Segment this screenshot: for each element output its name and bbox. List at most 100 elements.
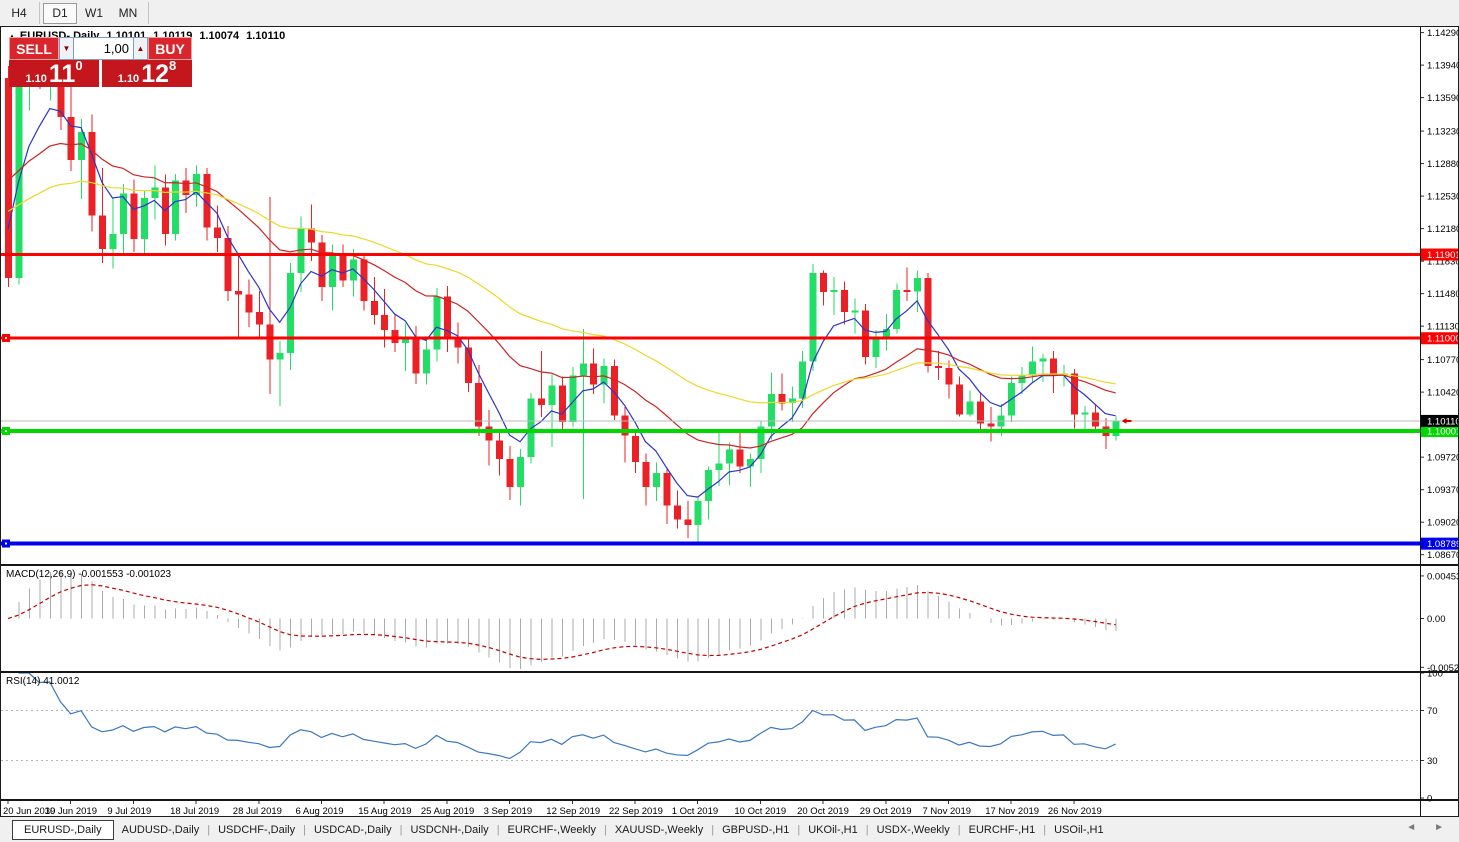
svg-text:10 Oct 2019: 10 Oct 2019 [734,806,786,816]
tab-scroll-left-icon[interactable]: ◄ [1406,822,1417,833]
svg-text:1.13230: 1.13230 [1427,127,1458,138]
svg-text:1.13590: 1.13590 [1427,93,1458,104]
timeframe-w1-button[interactable]: W1 [77,3,111,24]
svg-text:30: 30 [1427,756,1438,767]
tab-scroll-right-icon[interactable]: ► [1434,822,1444,833]
svg-text:28 Jul 2019: 28 Jul 2019 [233,806,282,816]
svg-text:1.09370: 1.09370 [1427,485,1458,496]
svg-text:29 Oct 2019: 29 Oct 2019 [860,806,912,816]
collapse-triangle-icon[interactable]: ▲ [8,32,16,41]
svg-text:6 Aug 2019: 6 Aug 2019 [296,806,344,816]
close-value: 1.10110 [246,30,286,42]
svg-text:1 Oct 2019: 1 Oct 2019 [672,806,718,816]
sell-price-prefix: 1.10 [25,73,47,85]
svg-text:1.10001: 1.10001 [1427,427,1458,438]
chart-tab-usdchf-daily[interactable]: USDCHF-,Daily [218,823,296,836]
toolbar-separator [148,2,149,24]
chart-tab-usdx-weekly[interactable]: USDX-,Weekly [876,823,950,836]
tab-scroll-arrows: ◄ ► [1397,822,1453,833]
tab-separator: | [865,823,869,836]
volume-decrease-button[interactable]: ▼ [59,37,74,60]
horizontal-line-objects[interactable] [1,253,1420,548]
svg-text:15 Aug 2019: 15 Aug 2019 [358,806,411,816]
tab-separator: | [303,823,306,836]
chart-tab-gbpusd-h1[interactable]: GBPUSD-,H1 [722,823,790,836]
sell-price-main: 11 [48,60,76,88]
svg-text:1.11480: 1.11480 [1427,289,1458,300]
volume-increase-button[interactable]: ▲ [133,37,148,60]
svg-text:30 Jun 2019: 30 Jun 2019 [45,806,97,816]
svg-text:1.14290: 1.14290 [1427,28,1458,39]
timeframe-mn-button[interactable]: MN [111,3,145,24]
ma-fast [7,107,1116,498]
svg-text:1.13940: 1.13940 [1427,61,1458,72]
chart-tab-eurchf-weekly[interactable]: EURCHF-,Weekly [507,823,596,836]
macd-signal-line [7,584,1116,661]
tab-separator: | [496,823,500,836]
timeframe-toolbar: H4 D1 W1 MN [0,0,1459,26]
chevron-up-icon: ▲ [136,44,145,53]
toolbar-separator [39,2,40,24]
buy-button[interactable]: BUY [148,37,192,60]
ma-mid [7,142,1116,449]
chart-window: 1.14290 1.13940 1.13590 1.13230 1.12880 1.125… [0,26,1459,817]
tab-separator: | [711,823,715,836]
svg-text:1.10420: 1.10420 [1427,388,1458,399]
svg-text:100: 100 [1427,669,1443,680]
sell-price-pipette: 0 [75,58,83,73]
svg-text:1.09720: 1.09720 [1427,453,1458,464]
chart-tab-usdcad-daily[interactable]: USDCAD-,Daily [313,823,392,836]
tab-separator: | [207,823,211,836]
svg-text:1.10110: 1.10110 [1427,416,1458,427]
sell-price-button[interactable]: 1.10 11 0 [9,58,99,88]
buy-price-main: 12 [141,60,169,88]
price-axis[interactable]: 1.14290 1.13940 1.13590 1.13230 1.12880 1.125… [1420,28,1458,805]
svg-text:70: 70 [1427,706,1438,717]
buy-price-button[interactable]: 1.10 12 8 [102,58,192,88]
svg-text:25 Aug 2019: 25 Aug 2019 [421,806,474,816]
chart-tab-eurchf-h1[interactable]: EURCHF-,H1 [968,823,1036,836]
svg-text:26 Nov 2019: 26 Nov 2019 [1048,806,1102,816]
macd-label: MACD(12,26,9) -0.001553 -0.001023 [6,569,172,580]
ma-slow [7,180,1116,404]
chart-tab-xauusd-weekly[interactable]: XAUUSD-,Weekly [614,823,704,836]
chart-tab-audusd-daily[interactable]: AUDUSD-,Daily [121,823,200,836]
svg-text:1.08789: 1.08789 [1427,539,1458,550]
svg-text:1.11901: 1.11901 [1427,250,1458,261]
rsi-line [18,672,1116,760]
chart-tab-usdcnh-daily[interactable]: USDCNH-,Daily [410,823,489,836]
svg-text:3 Sep 2019: 3 Sep 2019 [484,806,533,816]
tab-separator: | [957,823,961,836]
volume-input[interactable] [74,37,133,60]
timeframe-d1-button[interactable]: D1 [43,2,77,24]
chart-canvas[interactable]: 1.14290 1.13940 1.13590 1.13230 1.12880 1.125… [1,27,1458,816]
svg-text:22 Sep 2019: 22 Sep 2019 [609,806,663,816]
svg-text:17 Nov 2019: 17 Nov 2019 [985,806,1039,816]
buy-price-pipette: 8 [169,58,177,73]
sell-button[interactable]: SELL [9,37,59,60]
tab-separator: | [399,823,403,836]
svg-text:1.12880: 1.12880 [1427,159,1458,170]
svg-text:1.09020: 1.09020 [1427,518,1458,529]
svg-text:1.11130: 1.11130 [1427,322,1458,333]
tab-separator: | [797,823,801,836]
timeframe-h4-button[interactable]: H4 [2,3,36,24]
svg-text:1.11830: 1.11830 [1427,257,1458,268]
chart-tab-ukoil-h1[interactable]: UKOil-,H1 [808,823,858,836]
chart-tab-usoil-h1[interactable]: USOil-,H1 [1054,823,1104,836]
svg-text:1.12180: 1.12180 [1427,224,1458,235]
macd-panel [7,570,1117,669]
svg-text:18 Jul 2019: 18 Jul 2019 [170,806,219,816]
svg-text:20 Jun 2019: 20 Jun 2019 [3,806,55,816]
svg-text:7 Nov 2019: 7 Nov 2019 [923,806,972,816]
svg-text:0.00: 0.00 [1427,614,1446,625]
svg-text:0.004536: 0.004536 [1427,571,1458,582]
svg-text:1.11000: 1.11000 [1427,334,1458,345]
chart-tab-eurusd-daily[interactable]: EURUSD-,Daily [12,819,114,840]
rsi-panel [1,672,1420,761]
chart-tab-bar: EURUSD-,Daily AUDUSD-,Daily | USDCHF-,Daily… [0,817,1459,842]
svg-text:9 Jul 2019: 9 Jul 2019 [107,806,151,816]
